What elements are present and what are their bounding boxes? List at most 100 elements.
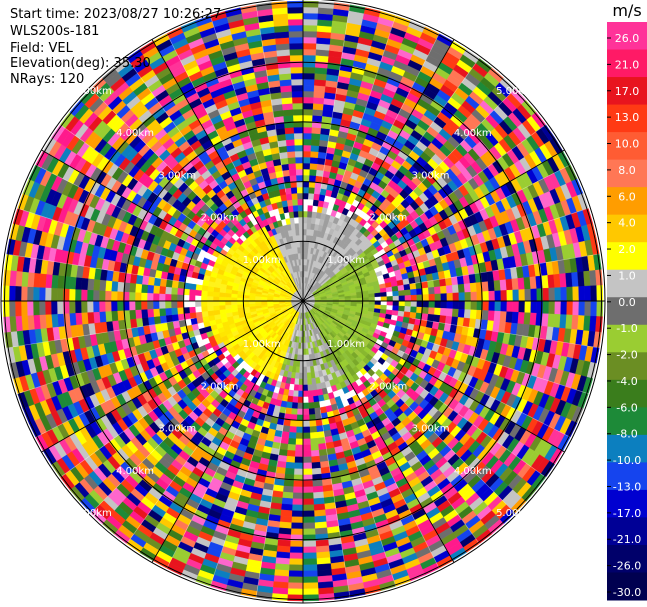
velocity-gate (308, 192, 315, 200)
velocity-gate (374, 300, 382, 306)
velocity-gate (128, 300, 136, 311)
velocity-gate (158, 285, 167, 295)
velocity-gate (207, 310, 215, 317)
velocity-gate (279, 515, 292, 523)
velocity-gate (275, 551, 291, 559)
velocity-gate (171, 313, 179, 322)
velocity-gate (315, 175, 323, 183)
velocity-gate (39, 314, 47, 329)
velocity-gate (313, 497, 325, 505)
velocity-gate (98, 300, 106, 312)
velocity-gate (584, 285, 592, 302)
velocity-gate (312, 389, 319, 397)
velocity-gate (481, 281, 489, 292)
velocity-gate (517, 312, 525, 325)
velocity-gate (176, 294, 184, 302)
velocity-gate (315, 169, 324, 177)
velocity-gate (302, 492, 314, 500)
velocity-gate (282, 491, 294, 499)
velocity-gate (302, 150, 312, 158)
velocity-gate (554, 287, 562, 302)
velocity-gate (559, 273, 567, 288)
velocity-gate (302, 186, 310, 194)
velocity-gate (499, 311, 507, 323)
velocity-gate (302, 540, 317, 548)
velocity-gate (294, 450, 304, 458)
velocity-gate (457, 308, 466, 319)
velocity-gate (134, 309, 143, 319)
velocity-gate (105, 280, 113, 292)
velocity-gate (356, 300, 364, 305)
velocity-gate (302, 558, 318, 566)
velocity-gate (302, 192, 309, 200)
velocity-gate (380, 291, 388, 298)
velocity-gate (315, 425, 324, 433)
velocity-gate (374, 292, 382, 298)
velocity-gate (298, 384, 304, 392)
velocity-gate (314, 187, 322, 195)
velocity-gate (302, 408, 310, 416)
velocity-gate (288, 426, 297, 434)
velocity-gate (386, 300, 394, 306)
velocity-gate (451, 308, 460, 318)
velocity-gate (287, 594, 304, 602)
velocity-gate (302, 378, 308, 386)
velocity-gate (302, 384, 308, 392)
velocity-gate (302, 90, 315, 98)
velocity-gate (350, 295, 358, 299)
velocity-gate (518, 300, 526, 313)
velocity-gate (87, 278, 95, 291)
velocity-gate (291, 504, 304, 512)
velocity-gate (439, 307, 448, 317)
velocity-gate (434, 286, 442, 295)
velocity-gate (302, 480, 313, 488)
velocity-gate (152, 292, 160, 302)
velocity-gate (542, 300, 550, 315)
velocity-gate (451, 284, 460, 294)
velocity-gate (44, 287, 52, 302)
velocity-gate (105, 310, 113, 322)
velocity-gate (307, 396, 314, 404)
velocity-gate (446, 292, 454, 302)
velocity-gate (284, 467, 295, 476)
velocity-gate (444, 315, 453, 325)
velocity-gate (128, 282, 137, 293)
velocity-gate (3, 269, 11, 286)
velocity-gate (302, 462, 313, 470)
velocity-gate (14, 285, 22, 302)
velocity-gate (374, 296, 382, 302)
velocity-gate (128, 309, 137, 320)
velocity-gate (310, 150, 319, 159)
velocity-gate (314, 407, 322, 415)
velocity-gate (302, 78, 315, 86)
velocity-gate (470, 300, 478, 311)
velocity-gate (422, 294, 430, 302)
velocity-gate (212, 300, 220, 306)
velocity-gate (313, 503, 326, 511)
velocity-gate (45, 313, 53, 329)
velocity-gate (595, 316, 603, 333)
velocity-gate (494, 290, 502, 302)
velocity-gate (3, 316, 11, 333)
velocity-gate (302, 30, 318, 38)
velocity-gate (20, 285, 28, 302)
velocity-gate (434, 300, 442, 309)
velocity-gate (50, 287, 58, 302)
velocity-gate (26, 286, 34, 302)
velocity-gate (177, 313, 185, 321)
velocity-gate (104, 290, 112, 302)
velocity-gate (309, 162, 318, 170)
velocity-gate (212, 296, 220, 302)
velocity-gate (530, 288, 538, 302)
velocity-gate (116, 300, 124, 311)
velocity-gate (469, 282, 478, 293)
velocity-gate (224, 304, 232, 310)
velocity-gate (312, 485, 324, 493)
velocity-gate (194, 300, 202, 307)
velocity-gate (314, 79, 327, 87)
velocity-gate (315, 43, 331, 51)
velocity-gate (290, 408, 298, 416)
velocity-gate (440, 293, 448, 302)
velocity-gate (230, 304, 238, 309)
velocity-gates (2, 0, 604, 602)
